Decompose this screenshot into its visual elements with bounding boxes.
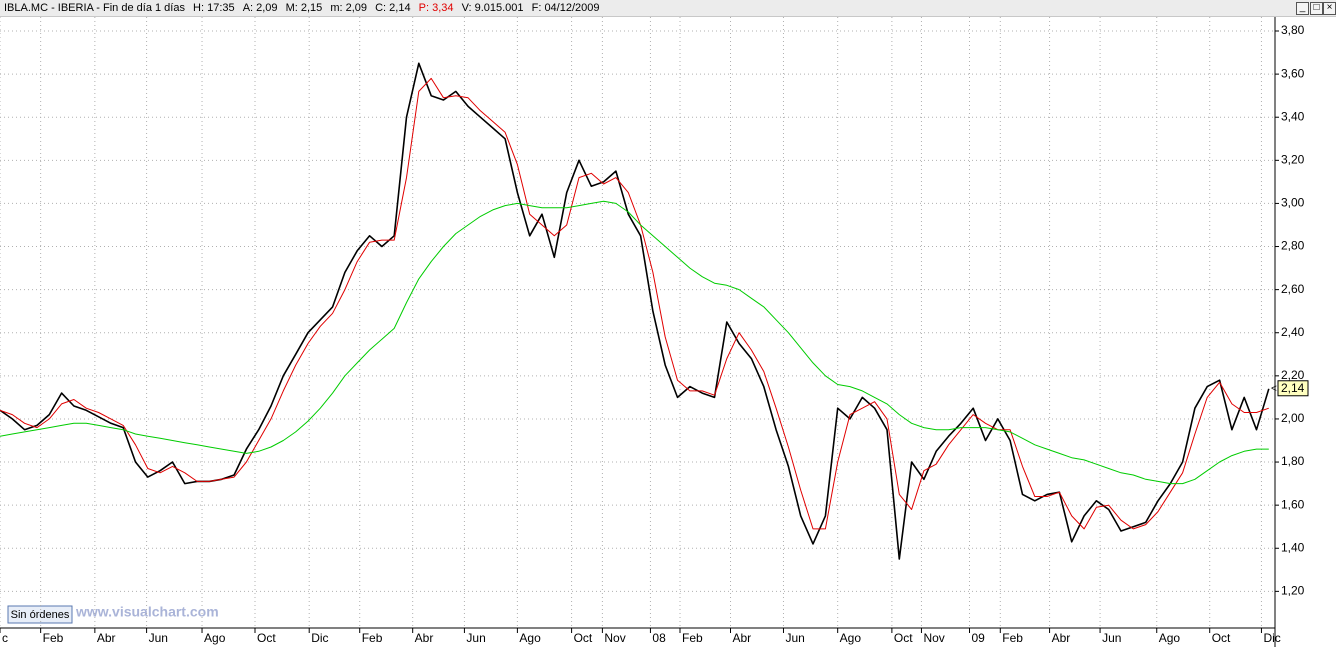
x-tick-label: c xyxy=(2,631,8,645)
x-axis-area xyxy=(0,628,1336,647)
y-tick-label: 2,00 xyxy=(1281,411,1305,425)
y-tick-label: 1,40 xyxy=(1281,540,1305,554)
x-tick-label: Abr xyxy=(733,631,752,645)
y-tick-label: 2,60 xyxy=(1281,282,1305,296)
header-field: C: 2,14 xyxy=(375,2,411,14)
last-price-label: 2,14 xyxy=(1281,381,1305,395)
y-tick-label: 1,20 xyxy=(1281,584,1305,598)
x-tick-label: Abr xyxy=(1052,631,1071,645)
y-tick-label: 2,20 xyxy=(1281,368,1305,382)
y-tick-label: 1,80 xyxy=(1281,454,1305,468)
x-tick-label: Feb xyxy=(1002,631,1023,645)
maximize-button[interactable]: □ xyxy=(1310,2,1323,15)
x-tick-label: Jun xyxy=(785,631,804,645)
header-field: P: 3,34 xyxy=(418,2,454,14)
header-field: H: 17:35 xyxy=(193,2,235,14)
x-tick-label: Oct xyxy=(1212,631,1231,645)
y-tick-label: 2,80 xyxy=(1281,239,1305,253)
header-field: m: 2,09 xyxy=(330,2,368,14)
x-tick-label: Dic xyxy=(311,631,328,645)
minimize-button[interactable]: _ xyxy=(1296,2,1309,15)
last-price-box xyxy=(1277,380,1309,397)
orders-button-label[interactable]: Sin órdenes xyxy=(11,609,70,621)
x-tick-label: Nov xyxy=(604,631,625,645)
header-title: IBLA.MC - IBERIA - Fin de día 1 días xyxy=(4,2,185,14)
y-tick-label: 1,60 xyxy=(1281,497,1305,511)
x-tick-label: Jun xyxy=(1102,631,1121,645)
x-tick-label: Jun xyxy=(466,631,485,645)
x-tick-label: Feb xyxy=(43,631,64,645)
y-tick-label: 3,20 xyxy=(1281,152,1305,166)
x-tick-label: 09 xyxy=(971,631,985,645)
x-tick-label: Ago xyxy=(519,631,541,645)
x-tick-label: Jun xyxy=(149,631,168,645)
orders-button[interactable] xyxy=(7,605,73,624)
y-tick-label: 3,60 xyxy=(1281,66,1305,80)
x-tick-label: Nov xyxy=(923,631,944,645)
x-tick-label: Abr xyxy=(97,631,116,645)
y-tick-label: 2,40 xyxy=(1281,325,1305,339)
price-line xyxy=(0,77,1269,530)
header-field: A: 2,09 xyxy=(242,2,278,14)
header-field: V: 9.015.001 xyxy=(461,2,524,14)
x-tick-label: Abr xyxy=(415,631,434,645)
watermark: www.visualchart.com xyxy=(75,604,219,620)
y-tick-label: 3,00 xyxy=(1281,196,1305,210)
y-tick-label: 3,40 xyxy=(1281,109,1305,123)
last-price-arrow: < xyxy=(1271,383,1277,394)
x-tick-label: Ago xyxy=(840,631,862,645)
header-field: M: 2,15 xyxy=(285,2,323,14)
header-field: F: 04/12/2009 xyxy=(531,2,600,14)
x-tick-label: Feb xyxy=(362,631,383,645)
x-tick-label: 08 xyxy=(652,631,666,645)
x-tick-label: Oct xyxy=(257,631,276,645)
x-tick-label: Feb xyxy=(682,631,703,645)
x-tick-label: Oct xyxy=(894,631,913,645)
x-tick-label: Oct xyxy=(574,631,593,645)
x-tick-label: Dic xyxy=(1263,631,1280,645)
x-tick-label: Ago xyxy=(1159,631,1181,645)
y-tick-label: 3,80 xyxy=(1281,23,1305,37)
x-tick-label: Ago xyxy=(204,631,226,645)
price-line xyxy=(0,200,1269,485)
header-bar: IBLA.MC - IBERIA - Fin de día 1 días H: … xyxy=(0,0,1336,17)
close-button[interactable]: × xyxy=(1323,2,1336,15)
price-line xyxy=(0,62,1270,560)
